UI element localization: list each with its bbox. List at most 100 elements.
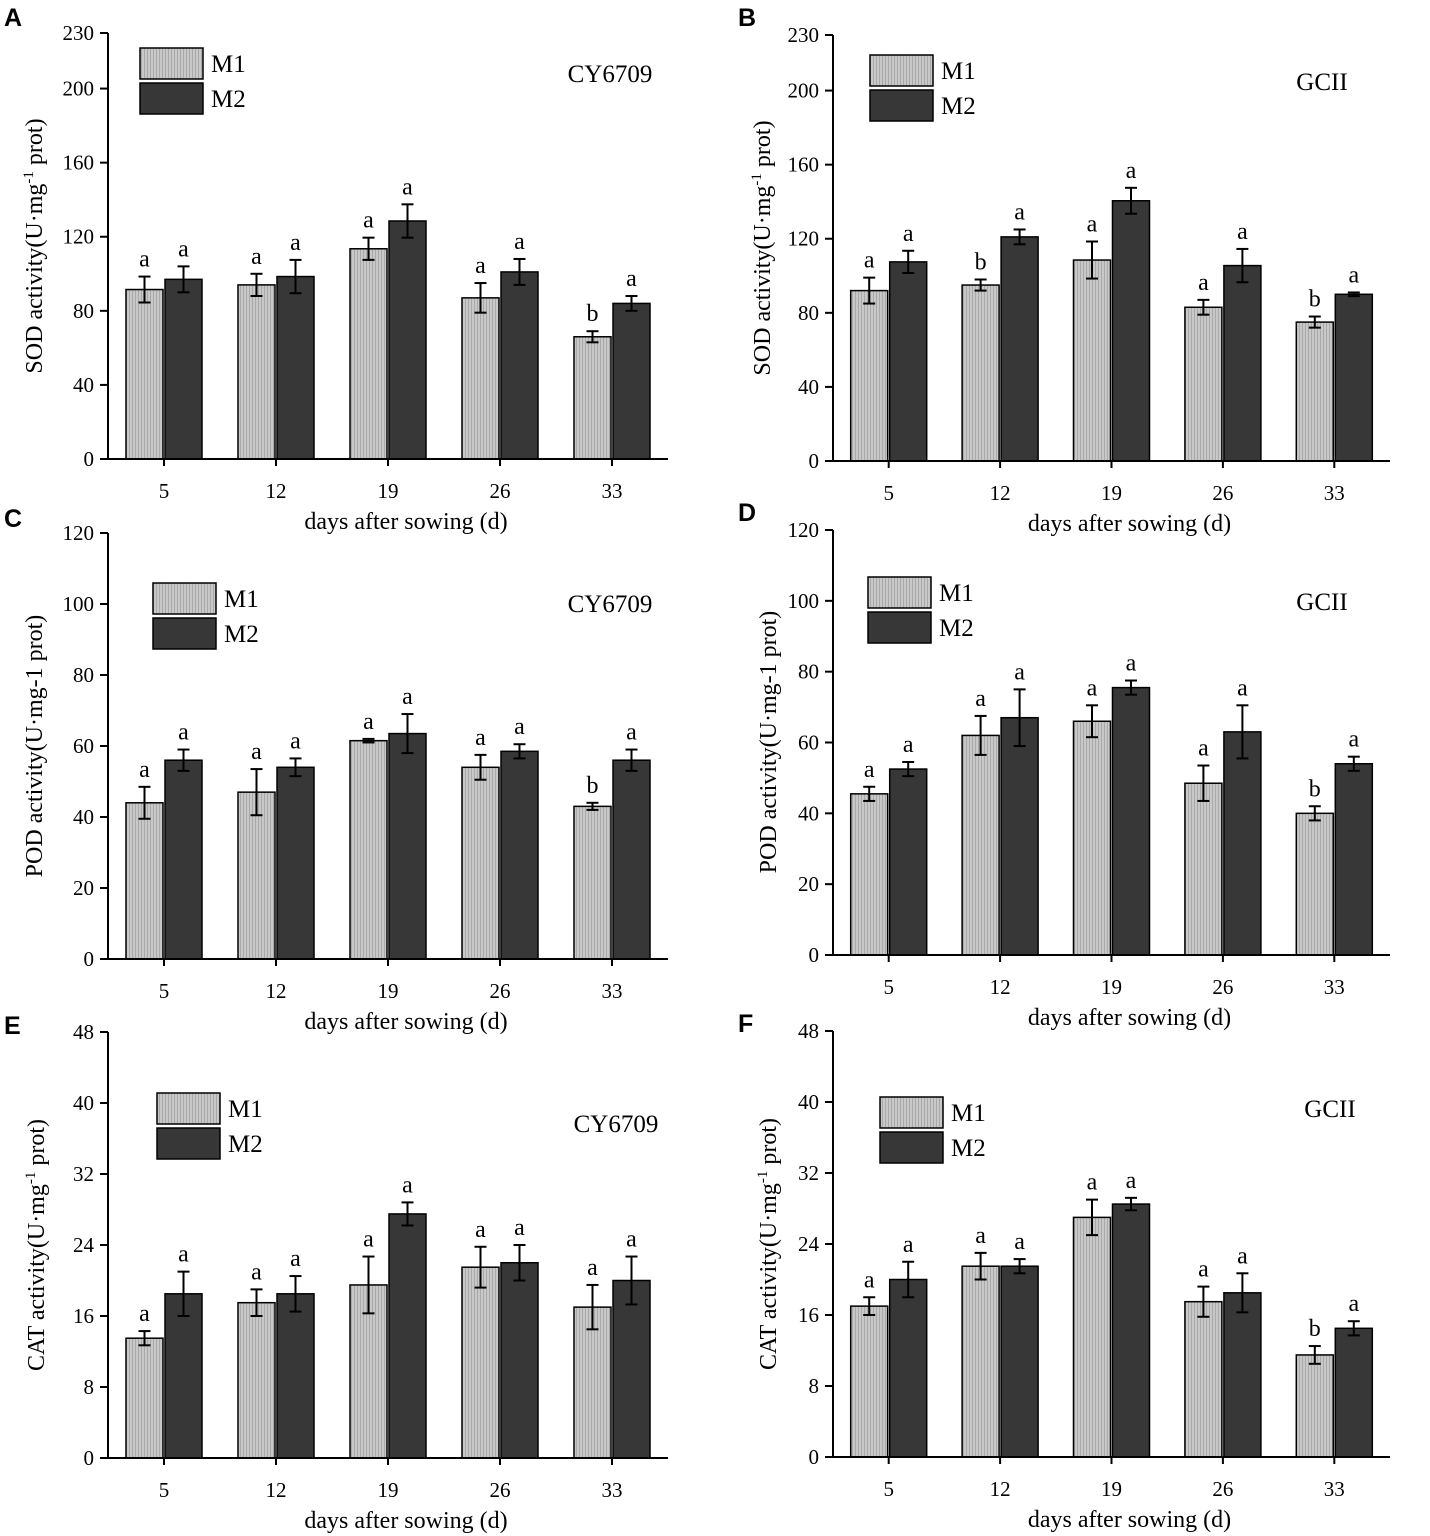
y-tick-label: 20: [73, 876, 94, 900]
y-tick-label: 80: [73, 663, 94, 687]
significance-letter: a: [1014, 1229, 1025, 1255]
bar-m1-26: [1184, 1300, 1223, 1458]
panel-c: Ca a a a b a a a a a 0 20 40 60 80 100 120 5 12 19 26 33 days …: [4, 505, 668, 1035]
bar-m2-33: [1334, 763, 1374, 956]
significance-letter: a: [626, 266, 637, 292]
variety-label: CY6709: [574, 1111, 659, 1138]
bar-m2-5: [164, 759, 203, 960]
y-tick-label: 80: [798, 301, 819, 325]
y-tick-label: 120: [63, 521, 95, 545]
y-tick-label: 0: [809, 1445, 820, 1469]
legend-label-m1: M1: [951, 1100, 986, 1127]
significance-letter: a: [1198, 1257, 1209, 1283]
significance-letter: a: [1237, 1243, 1248, 1269]
y-tick-label: 200: [788, 79, 820, 103]
x-tick-label: 12: [990, 481, 1011, 505]
legend-swatch-m2: [156, 1127, 221, 1160]
y-tick-label: 0: [809, 943, 820, 967]
legend-label-m1: M1: [941, 58, 976, 85]
significance-letter: a: [1087, 1170, 1098, 1196]
bar-m2-5: [888, 261, 928, 462]
x-axis-label: days after sowing (d): [304, 1009, 507, 1035]
legend-swatch-m2: [879, 1131, 944, 1164]
panel-a: Aa a a a b a a a a a 0 40 80 120 160 200 230 5 12 19 26 33 day…: [4, 4, 668, 535]
bar-m1-12: [961, 284, 1000, 462]
x-tick-label: 5: [159, 1478, 170, 1502]
significance-letter: a: [402, 174, 413, 200]
panel-letter: B: [738, 4, 756, 32]
bar-m1-5: [849, 793, 889, 956]
panel-b: Ba b a a b a a a a a 0 40 80 120 160 200 230 5 12 19 26 33 day…: [738, 4, 1390, 537]
y-tick-label: 80: [798, 660, 819, 684]
significance-letter: a: [290, 1246, 301, 1272]
x-tick-label: 19: [1101, 1477, 1122, 1501]
bar-m2-26: [500, 271, 539, 460]
x-tick-label: 26: [1212, 481, 1233, 505]
legend-swatch-m1: [879, 1096, 944, 1129]
bar-m1-12: [961, 1265, 1000, 1458]
significance-letter: a: [178, 236, 189, 262]
x-tick-label: 19: [378, 479, 399, 503]
x-tick-label: 19: [378, 1478, 399, 1502]
bar-m1-26: [1184, 782, 1223, 956]
significance-letter: a: [178, 720, 189, 746]
y-axis-label: POD activity(U·mg-1 prot): [756, 611, 782, 874]
bar-m2-12: [276, 766, 315, 960]
legend-swatch-m1: [867, 576, 932, 609]
legend-label-m2: M2: [939, 615, 974, 642]
y-tick-label: 60: [798, 731, 819, 755]
bar-m2-5: [164, 1293, 203, 1459]
variety-label: GCII: [1304, 1096, 1355, 1123]
bar-m1-5: [849, 289, 889, 462]
x-tick-label: 5: [883, 1477, 894, 1501]
x-tick-label: 33: [602, 479, 623, 503]
bar-m1-26: [461, 297, 500, 460]
legend-label-m2: M2: [224, 621, 259, 648]
y-tick-label: 32: [73, 1162, 94, 1186]
y-tick-label: 40: [798, 375, 819, 399]
significance-letter: a: [626, 720, 637, 746]
y-tick-label: 40: [798, 1090, 819, 1114]
bar-m1-12: [237, 1301, 276, 1459]
y-tick-label: 0: [84, 1446, 95, 1470]
significance-letter: a: [864, 1267, 875, 1293]
significance-letter: a: [251, 1259, 262, 1285]
legend-swatch-m2: [139, 82, 204, 115]
bar-m1-26: [1184, 306, 1223, 462]
significance-letter: a: [1237, 675, 1248, 701]
panel-f: Fa a a a b a a a a a 0 8 16 24 32 40 48 5 12 19 26 33 days aft…: [738, 1010, 1390, 1533]
y-tick-label: 48: [798, 1019, 819, 1043]
bar-m1-5: [125, 1337, 164, 1459]
x-tick-label: 19: [378, 979, 399, 1003]
y-tick-label: 0: [84, 947, 95, 971]
x-axis-label: days after sowing (d): [1028, 511, 1231, 537]
significance-letter: a: [903, 732, 914, 758]
significance-letter: a: [139, 757, 150, 783]
x-tick-label: 26: [1212, 975, 1233, 999]
y-axis-label-main: CAT activity(U·mg: [24, 1184, 50, 1371]
y-tick-label: 48: [73, 1020, 94, 1044]
y-tick-label: 230: [788, 23, 820, 47]
legend-swatch-m2: [152, 617, 217, 650]
significance-letter: a: [363, 1227, 374, 1253]
legend-swatch-m1: [139, 47, 204, 80]
bar-m2-19: [1111, 200, 1151, 462]
legend-swatch-m1: [869, 54, 934, 87]
significance-letter: a: [1126, 158, 1137, 184]
y-tick-label: 80: [73, 299, 94, 323]
y-tick-label: 100: [63, 592, 95, 616]
bar-m2-12: [1000, 236, 1039, 462]
bar-m2-5: [164, 278, 203, 460]
panel-letter: F: [738, 1010, 753, 1038]
x-tick-label: 33: [1324, 481, 1345, 505]
bar-m1-19: [1072, 1216, 1112, 1458]
variety-label: CY6709: [568, 591, 653, 618]
significance-letter: a: [475, 253, 486, 279]
bar-m2-19: [388, 1213, 427, 1459]
bar-m1-5: [125, 802, 164, 960]
significance-letter: a: [139, 247, 150, 273]
bar-m1-33: [573, 1306, 612, 1459]
